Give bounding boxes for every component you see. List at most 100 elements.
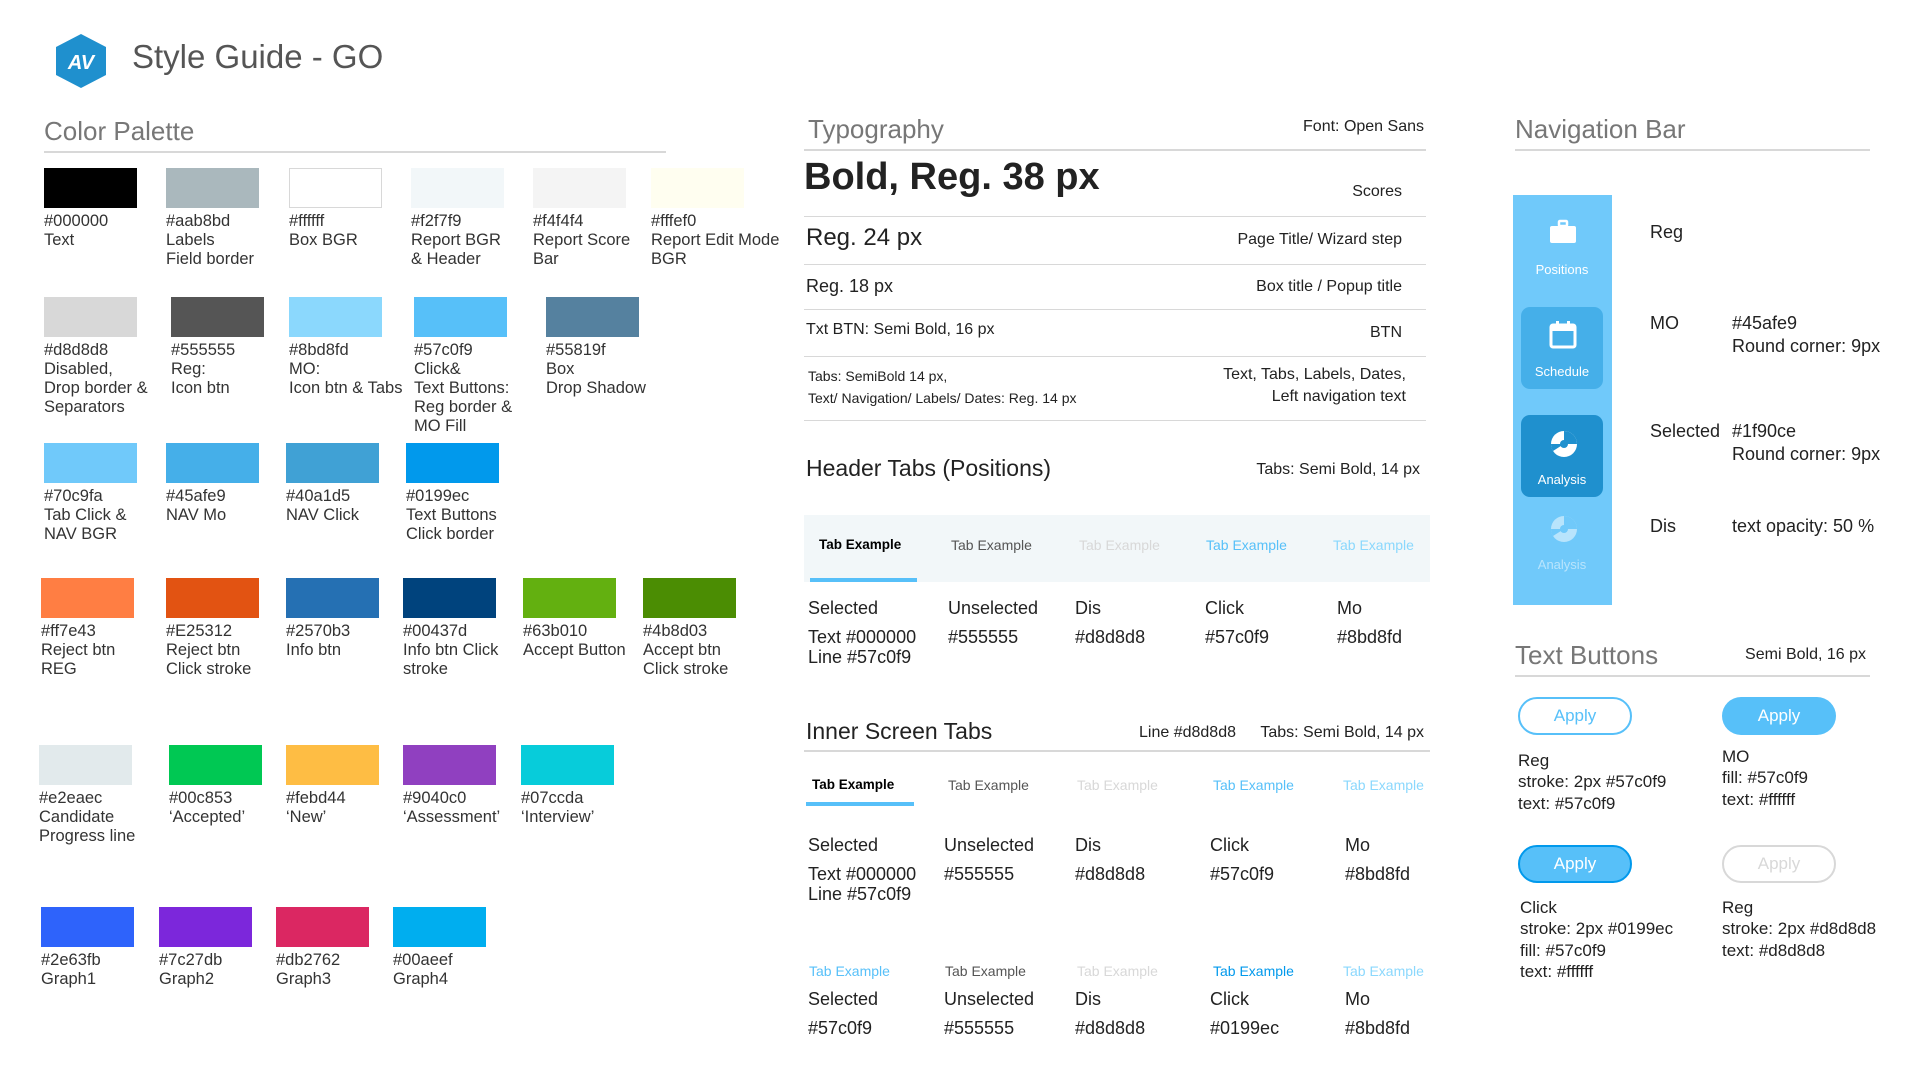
inner-tab-selected[interactable]: Tab Example (812, 777, 895, 792)
button-desc-line: fill: #57c0f9 (1520, 940, 1606, 960)
inner-tab-mouseover[interactable]: Tab Example (1343, 777, 1424, 793)
color-swatch: #07ccda ‘Interview’ (521, 745, 614, 827)
nav-item-analysis-selected[interactable]: Analysis (1521, 415, 1603, 497)
nav-bar-sample: Positions Schedule Analysis (1513, 195, 1612, 605)
color-swatch: #9040c0 ‘Assessment’ (403, 745, 500, 827)
swatch-label: #aab8bd Labels Field border (166, 212, 259, 269)
button-desc-line: stroke: 2px #d8d8d8 (1722, 919, 1877, 939)
swatch-label-line: #0199ec (406, 487, 470, 505)
swatch-color-box (521, 745, 614, 785)
tab-state-caption: Click #57c0f9 (1210, 834, 1274, 885)
tab-selected[interactable]: Tab Example (819, 537, 902, 552)
tab-state-line: #0199ec (1210, 1017, 1280, 1038)
swatch-label-line: NAV BGR (44, 524, 118, 543)
swatch-label: #f2f7f9 Report BGR & Header (411, 212, 504, 269)
swatch-color-box (289, 168, 382, 208)
swatch-label-line: Bar (533, 249, 559, 268)
tab-state-line: Dis (1075, 989, 1101, 1009)
swatch-color-box (643, 578, 736, 618)
tab-state-caption: Unselected #555555 (944, 988, 1034, 1039)
button-desc: Reg stroke: 2px #d8d8d8 text: #d8d8d8 (1722, 897, 1876, 961)
swatch-label: #40a1d5 NAV Click (286, 487, 379, 525)
apply-button-click[interactable]: Apply (1518, 845, 1632, 883)
nav-item-positions[interactable]: Positions (1521, 205, 1603, 287)
swatch-label-line: Box (546, 359, 575, 378)
button-desc: Reg stroke: 2px #57c0f9 text: #57c0f9 (1518, 750, 1666, 814)
color-swatch: #00aeef Graph4 (393, 907, 486, 989)
header-tab-strip: Tab Example Tab Example Tab Example Tab … (804, 515, 1430, 582)
swatch-label-line: ‘Assessment’ (403, 807, 501, 826)
swatch-label-line: #ff7e43 (41, 622, 96, 640)
inner-tab-unselected[interactable]: Tab Example (948, 777, 1029, 793)
button-desc-line: text: #ffffff (1722, 789, 1796, 809)
color-swatch: #d8d8d8 Disabled, Drop border & Separators (44, 297, 148, 417)
tab-state-line: Line #57c0f9 (808, 884, 912, 904)
inner-tab-disabled: Tab Example (1077, 777, 1158, 793)
swatch-color-box (171, 297, 264, 337)
swatch-label: #555555 Reg: Icon btn (171, 341, 264, 398)
tab-mouseover[interactable]: Tab Example (1333, 537, 1414, 553)
swatch-label-line: Click stroke (166, 659, 252, 678)
button-desc-line: fill: #57c0f9 (1722, 768, 1808, 788)
typography-divider (804, 149, 1426, 151)
swatch-label-line: Info btn (286, 640, 342, 659)
color-swatch: #fffef0 Report Edit Mode BGR (651, 168, 779, 269)
swatch-label-line: ‘Interview’ (521, 807, 595, 826)
swatch-label-line: #f2f7f9 (411, 212, 462, 230)
swatch-label-line: Text (44, 230, 75, 249)
inner-tab2-mouseover[interactable]: Tab Example (1343, 963, 1424, 979)
swatch-label: #70c9fa Tab Click & NAV BGR (44, 487, 137, 544)
tabs-sample-2: Text/ Navigation/ Labels/ Dates: Reg. 14… (808, 390, 1077, 406)
color-swatch: #aab8bd Labels Field border (166, 168, 259, 269)
swatch-color-box (403, 578, 496, 618)
swatch-color-box (44, 168, 137, 208)
apply-button-mo[interactable]: Apply (1722, 697, 1836, 735)
swatch-label: #db2762 Graph3 (276, 951, 369, 989)
inner-tab2-click[interactable]: Tab Example (1213, 963, 1294, 979)
tab-state-caption: Unselected #555555 (944, 834, 1034, 885)
button-desc-line: text: #57c0f9 (1518, 793, 1616, 813)
tab-state-line: #57c0f9 (1210, 863, 1275, 884)
swatch-color-box (166, 578, 259, 618)
swatch-label-line: #4b8d03 (643, 622, 708, 640)
swatch-label-line: #9040c0 (403, 789, 467, 807)
swatch-label-line: #fffef0 (651, 212, 697, 230)
nav-item-schedule[interactable]: Schedule (1521, 307, 1603, 389)
color-swatch: #4b8d03 Accept btn Click stroke (643, 578, 736, 679)
swatch-label: #55819f Box Drop Shadow (546, 341, 646, 398)
inner-tab2-selected[interactable]: Tab Example (809, 963, 890, 979)
tab-disabled: Tab Example (1079, 537, 1160, 553)
color-swatch: #ff7e43 Reject btn REG (41, 578, 134, 679)
nav-state-dis-desc: text opacity: 50 % (1732, 516, 1875, 536)
swatch-color-box (44, 297, 137, 337)
tab-state-caption: Click #0199ec (1210, 988, 1279, 1039)
tab-click[interactable]: Tab Example (1206, 537, 1287, 553)
swatch-label-line: NAV Mo (166, 505, 227, 524)
tab-unselected[interactable]: Tab Example (951, 537, 1032, 553)
inner-tab-click[interactable]: Tab Example (1213, 777, 1294, 793)
swatch-label: #2570b3 Info btn (286, 622, 379, 660)
page-title: Style Guide - GO (132, 38, 384, 75)
button-desc-line: Reg (1518, 751, 1550, 770)
swatch-label: #9040c0 ‘Assessment’ (403, 789, 500, 827)
apply-button-reg[interactable]: Apply (1518, 697, 1632, 735)
color-swatch: #57c0f9 Click& Text Buttons: Reg border & MO… (414, 297, 512, 436)
swatch-color-box (403, 745, 496, 785)
typography-separator (804, 420, 1426, 421)
app-logo-icon: AV (56, 34, 106, 88)
tab-state-line: Unselected (944, 989, 1035, 1009)
tab-state-line: Click (1205, 598, 1244, 618)
swatch-color-box (159, 907, 252, 947)
inner-tab2-unselected[interactable]: Tab Example (945, 963, 1026, 979)
color-swatch: #000000 Text (44, 168, 137, 250)
typography-separator (804, 309, 1426, 310)
swatch-color-box (533, 168, 626, 208)
swatch-label-line: Report Edit Mode (651, 230, 780, 249)
swatch-label-line: #55819f (546, 341, 606, 359)
nav-item-label: Analysis (1537, 557, 1587, 572)
swatch-color-box (406, 443, 499, 483)
tab-state-line: Mo (1345, 989, 1371, 1009)
text-buttons-note: Semi Bold, 16 px (1745, 646, 1866, 663)
swatch-label-line: #E25312 (166, 622, 233, 640)
